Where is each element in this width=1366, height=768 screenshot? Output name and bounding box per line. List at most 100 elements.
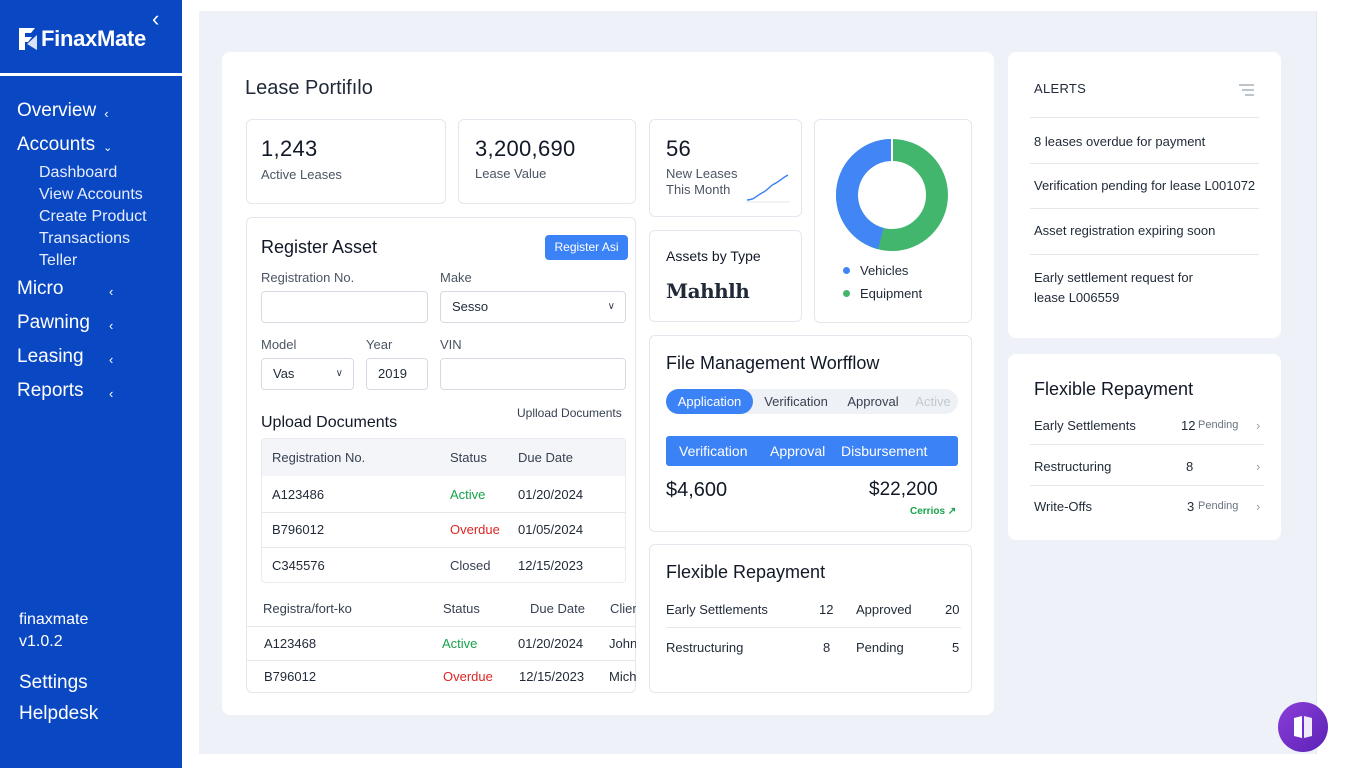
alert-item[interactable]: Asset registration expiring soon [1034,223,1216,238]
table-row[interactable]: A123468 Active 01/20/2024 John [247,626,636,660]
upload-documents-title: Upload Documents [261,414,398,431]
chevron-left-icon: ‹ [109,317,114,333]
sidebar-item-dashboard[interactable]: Dashboard [39,164,118,181]
register-asset-title: Register Asset [261,237,378,257]
brand-name: finaxmate [19,611,89,628]
chevron-down-icon: ∨ [607,301,615,312]
tab-active[interactable]: Active [915,394,951,409]
file-workflow-panel: File Management Worfflow Application Ver… [649,335,972,532]
table-header [262,439,625,476]
list-item[interactable]: Restructuring 8 Pending 5 [666,635,966,659]
row-label: Early Settlements [666,601,768,617]
assistant-logo-icon [1294,716,1312,738]
amount-right: $22,200 [869,479,938,500]
table-header-row: Registra/fort-ko Status Due Date Clien [247,590,636,626]
chevron-left-icon: ‹ [104,105,109,121]
collapse-sidebar-icon[interactable]: ‹ [152,6,160,31]
list-item[interactable]: Write-Offs 3 Pending › [1034,494,1269,518]
alert-item-continued[interactable]: lease L006559 [1034,290,1120,305]
chevron-right-icon: › [1256,458,1261,474]
col-registration: Registra/fort-ko [263,600,352,616]
upload-documents-link[interactable]: Uplload Documents [517,406,622,420]
alert-item[interactable]: Early settlement request for [1034,270,1193,285]
row-label: Restructuring [666,639,744,655]
register-asset-panel: Register Asset Register Asi Registration… [246,217,636,693]
legend-label: Vehicles [860,263,909,278]
nav-leasing[interactable]: Leasing ‹ [17,340,177,374]
row-label: Restructuring [1034,458,1112,474]
nav-reports-label: Reports [17,380,84,401]
app-logo[interactable]: FinaxMate [17,26,146,52]
nav-pawning[interactable]: Pawning ‹ [17,306,177,340]
step-verification[interactable]: Verification [679,443,748,459]
alerts-title: ALERTS [1034,81,1087,96]
sidebar: ‹ FinaxMate Overview ‹ Accounts ⌄ Dashbo… [0,0,182,768]
settings-link[interactable]: Settings [19,672,88,693]
vin-input[interactable] [440,358,626,390]
vin-label: VIN [440,337,462,352]
chevron-right-icon: › [1256,498,1261,514]
tab-application[interactable]: Application [666,389,753,414]
chevron-left-icon: ‹ [109,351,114,367]
chevron-left-icon: ‹ [109,283,114,299]
make-select[interactable]: Sesso ∨ [440,291,626,323]
table-row[interactable]: B796012 Overdue 01/05/2024 [262,512,625,547]
chevron-left-icon: ‹ [109,385,114,401]
nav-overview[interactable]: Overview ‹ [17,94,177,128]
step-approval[interactable]: Approval [770,443,826,459]
nav-reports[interactable]: Reports ‹ [17,374,177,408]
cell-client: Mich [609,668,636,684]
cell-due-date: 12/15/2023 [519,668,585,684]
registration-no-input[interactable] [261,291,428,323]
assistant-button[interactable] [1278,702,1328,752]
tab-approval[interactable]: Approval [847,394,899,409]
nav-micro-label: Micro [17,278,64,299]
register-asset-button[interactable]: Register Asi [545,235,628,260]
table-row[interactable]: A123486 Active 01/20/2024 [262,476,625,512]
menu-icon[interactable] [1239,84,1254,96]
model-select[interactable]: Vas ∨ [261,358,354,390]
assets-by-type-title: Assets by Type [666,248,761,264]
sidebar-item-transactions[interactable]: Transactions [39,230,130,247]
nav-micro[interactable]: Micro ‹ [17,272,177,306]
col-registration-no: Registration No. [272,450,366,465]
sidebar-item-view-accounts[interactable]: View Accounts [39,186,143,203]
row-divider [247,626,636,627]
chevron-down-icon: ⌄ [103,141,113,154]
row-divider [247,660,636,661]
row-divider [1030,485,1264,486]
stat-label: Lease Value [475,166,547,181]
cell-registration: B796012 [264,668,317,684]
asset-donut-card: Vehicles Equipment [814,119,972,323]
flex-mid-title: Flexible Repayment [666,562,826,582]
sidebar-item-create-product[interactable]: Create Product [39,208,147,225]
year-input[interactable]: 2019 [366,358,428,390]
cell-registration: A123468 [264,635,317,651]
version-label: v1.0.2 [19,633,63,650]
status-badge: Closed [450,557,491,573]
step-disbursement[interactable]: Disbursement [841,443,928,459]
nav-accounts[interactable]: Accounts ⌄ [17,128,177,162]
list-item[interactable]: Early Settlements 12 Pending › [1034,413,1269,437]
row-divider [1030,208,1259,209]
sidebar-item-teller[interactable]: Teller [39,252,78,269]
table-row[interactable]: B796012 Overdue 12/15/2023 Mich [247,660,636,692]
accounts-submenu: Dashboard View Accounts Create Product T… [17,162,177,272]
tab-verification[interactable]: Verification [764,394,828,409]
status-badge: Active [450,486,486,502]
helpdesk-link[interactable]: Helpdesk [19,703,99,724]
cell-registration: A123486 [272,486,325,502]
alert-item[interactable]: 8 leases overdue for payment [1034,134,1206,149]
donut-chart [836,138,948,251]
list-item[interactable]: Restructuring 8 › [1034,454,1269,478]
stat-label-line2: This Month [666,182,731,197]
alert-item[interactable]: Verification pending for lease L001072 [1034,178,1256,193]
stat-label: Active Leases [261,167,342,182]
status-badge: Overdue [450,522,500,537]
flex-right-title: Flexible Repayment [1034,379,1194,399]
row-divider [1030,444,1264,445]
table-row[interactable]: C345576 Closed 12/15/2023 [262,547,625,582]
amount-right-sub: Cerrios ↗ [910,506,956,517]
status-badge: Pending [1198,500,1239,512]
list-item[interactable]: Early Settlements 12 Approved 20 [666,597,966,621]
